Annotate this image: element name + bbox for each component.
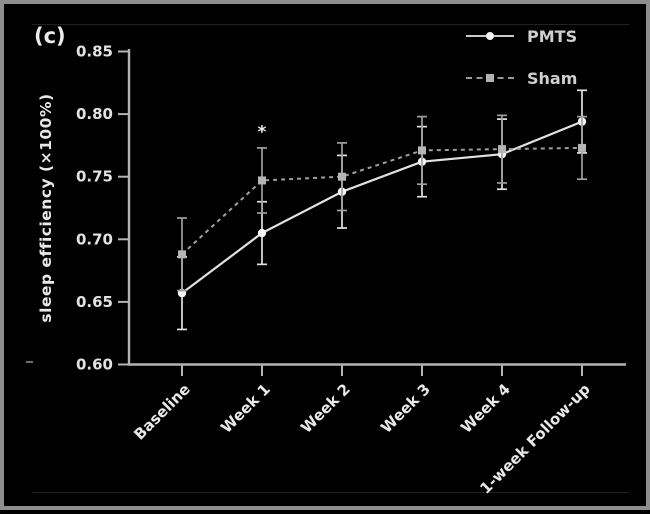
sham-data-point: [498, 145, 506, 154]
y-tick-label: 0.60: [76, 356, 113, 374]
legend-item-pmts: PMTS: [466, 24, 577, 48]
sham-data-point: [258, 176, 266, 185]
sham-data-point: [178, 250, 186, 259]
panel-label: (c): [34, 24, 66, 48]
x-tick-label: Week 1: [217, 380, 274, 437]
y-axis-title: sleep efficiency (×100%): [37, 93, 55, 322]
y-tick-label: 0.70: [76, 230, 113, 248]
pmts-line: [181, 120, 583, 295]
x-tick-label: Week 3: [377, 380, 434, 437]
x-tick-label: Week 4: [457, 380, 514, 437]
legend-label-sham: Sham: [527, 68, 578, 88]
sleep-efficiency-line-chart: sleep efficiency (×100%) 0.60 0.65 0.70 0.7…: [37, 43, 626, 498]
sham-data-point: [578, 143, 586, 152]
sham-data-point: [338, 172, 346, 181]
square-marker-icon: [486, 74, 494, 82]
sham-line: [181, 146, 583, 256]
panel-top-divider: [32, 24, 629, 25]
legend-label-pmts: PMTS: [527, 26, 578, 46]
significance-asterisk: *: [258, 123, 267, 143]
left-edge-tick-mark: [26, 361, 33, 363]
x-tick-label: Baseline: [130, 380, 193, 443]
y-tick-label: 0.85: [76, 43, 113, 61]
pmts-data-point: [257, 228, 267, 238]
legend-item-sham: Sham: [466, 66, 577, 90]
y-tick-label: 0.75: [76, 168, 113, 186]
x-tick-label: Week 2: [297, 380, 354, 437]
sham-data-point: [418, 146, 426, 155]
legend: PMTS Sham: [466, 24, 577, 108]
circle-marker-icon: [486, 32, 494, 40]
y-tick-label: 0.65: [76, 293, 113, 311]
pmts-solid-line-sample: [466, 32, 514, 40]
y-tick-label: 0.80: [76, 105, 113, 123]
panel-bottom-divider: [32, 492, 629, 493]
sham-dashed-line-sample: [466, 74, 514, 82]
